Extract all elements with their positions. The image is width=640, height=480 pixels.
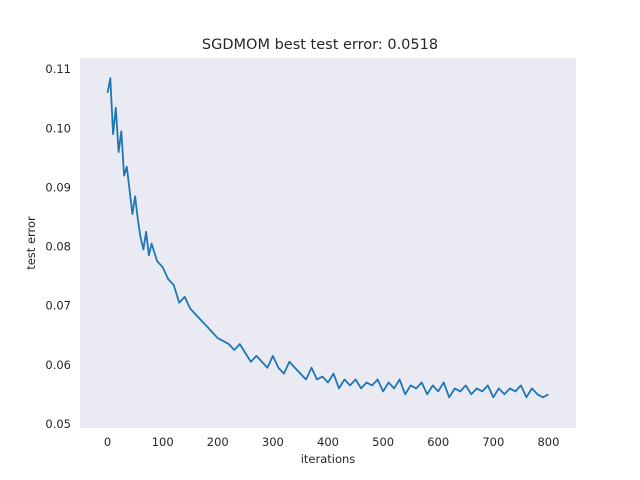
y-tick-label: 0.08 bbox=[45, 240, 71, 254]
y-tick-label: 0.06 bbox=[45, 358, 71, 372]
x-axis-label: iterations bbox=[301, 452, 356, 466]
series-layer bbox=[106, 77, 549, 399]
x-tick-label: 600 bbox=[427, 435, 449, 449]
x-tick-label: 100 bbox=[152, 435, 174, 449]
y-tick-label: 0.07 bbox=[45, 299, 71, 313]
y-axis: 0.05 0.06 0.07 0.08 0.09 0.10 0.11 bbox=[45, 62, 71, 431]
x-tick-label: 700 bbox=[482, 435, 504, 449]
x-axis: 0 100 200 300 400 500 600 700 800 bbox=[104, 435, 560, 449]
y-tick-label: 0.11 bbox=[45, 62, 71, 76]
chart-title: SGDMOM best test error: 0.0518 bbox=[202, 37, 438, 53]
y-tick-label: 0.09 bbox=[45, 180, 71, 194]
x-tick-label: 500 bbox=[372, 435, 394, 449]
x-tick-label: 0 bbox=[104, 435, 111, 449]
plot-area bbox=[80, 58, 576, 428]
y-axis-label: test error bbox=[24, 216, 38, 270]
series-line bbox=[106, 77, 549, 399]
x-tick-label: 300 bbox=[262, 435, 284, 449]
x-tick-label: 800 bbox=[537, 435, 559, 449]
x-tick-label: 200 bbox=[207, 435, 229, 449]
y-tick-label: 0.10 bbox=[45, 121, 71, 135]
y-tick-label: 0.05 bbox=[45, 417, 71, 431]
x-tick-label: 400 bbox=[317, 435, 339, 449]
